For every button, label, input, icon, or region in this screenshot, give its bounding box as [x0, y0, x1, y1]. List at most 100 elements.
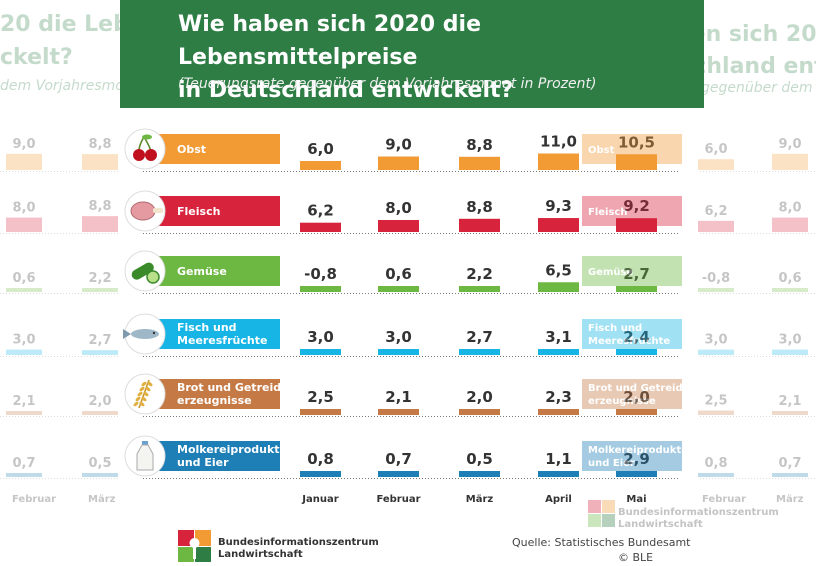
- category-label-box: [148, 319, 280, 349]
- ble-logo-line2: Landwirtschaft: [218, 549, 303, 560]
- ghost-panel-right: 6,0 9,0 6,2 8,0 -0,8 0,6 3,0 3,0 2,5 2,1 0,8 0,7 Feb…: [698, 137, 816, 505]
- ghost-left-value: 0,7: [12, 456, 35, 471]
- bar: [459, 409, 500, 415]
- ghost-left-bar: [6, 473, 42, 477]
- fish-eye: [152, 331, 156, 335]
- month-label: April: [545, 494, 572, 505]
- ghost-ble-logo-icon: [588, 500, 615, 527]
- bar: [300, 161, 341, 170]
- bar-value-label: 2,0: [466, 388, 493, 406]
- bar: [300, 222, 341, 232]
- category-label: und Eier: [177, 456, 229, 469]
- ghost-overlay-label: Molkereiprodukte: [588, 445, 688, 456]
- ble-logo-text: Bundesinformationszentrum Landwirtschaft: [218, 537, 379, 561]
- fish-icon: [123, 329, 159, 339]
- bar-value-label: 8,8: [466, 136, 493, 154]
- month-label: März: [466, 494, 494, 505]
- milk-bottle: [136, 444, 154, 471]
- ghost-left-bar: [6, 217, 42, 232]
- ghost-left-value: 3,0: [12, 333, 35, 348]
- ghost-right-bar: [772, 288, 808, 292]
- category-label: Fisch und: [177, 321, 237, 334]
- bar: [300, 349, 341, 355]
- bar: [538, 218, 579, 232]
- month-label: Mai: [626, 494, 646, 505]
- ghost-right-value: -0,8: [702, 271, 730, 286]
- ghost-right-bar: [772, 349, 808, 355]
- ghost-right-bar: [698, 473, 734, 477]
- ghost-overlay-label: Fleisch: [588, 207, 627, 218]
- category-label-box: [148, 134, 280, 164]
- category-row: Obst 6,0 9,0 8,8 11,0 10,5: [124, 128, 680, 172]
- category-label-box: [148, 256, 280, 286]
- bar-value-label: 3,0: [385, 328, 412, 346]
- ghost-right-bar: [698, 220, 734, 232]
- bar-value-label: 2,0: [623, 388, 650, 406]
- ghost-overlay-box: [582, 256, 682, 286]
- ghost-ble-logo-text: Bundesinformationszentrum Landwirtschaft: [618, 507, 779, 531]
- ghost-left-bar: [6, 411, 42, 415]
- ghost-ble-logo-line1: Bundesinformationszentrum: [618, 507, 779, 518]
- ghost-right-bar: [772, 411, 808, 415]
- ghost-left-month-label: Februar: [12, 494, 56, 505]
- wheat-grain: [135, 396, 141, 402]
- ghost-overlay-box: [582, 441, 682, 471]
- bar: [459, 218, 500, 232]
- ghost-overlay-labels: Obst Fleisch Gemüse Fisch und Meeresfrüchte B…: [582, 134, 694, 471]
- bar-value-label: 9,3: [545, 197, 572, 215]
- cherry-fruit: [133, 149, 145, 161]
- wheat-grain: [133, 401, 139, 407]
- wheat-grain: [141, 396, 147, 402]
- ghost-overlay-box: [582, 134, 682, 164]
- milk-bottle-icon: [136, 441, 154, 471]
- ble-logo-icon: [178, 530, 211, 562]
- bar-value-label: -0,8: [304, 265, 337, 283]
- wheat-grain: [139, 386, 145, 392]
- ghost-right-bar: [698, 288, 734, 292]
- category-row: Fleisch 6,2 8,0 8,8 9,3 9,2: [124, 190, 680, 234]
- chart-subtitle: (Teuerungsrate gegenüber dem Vorjahresmo…: [178, 76, 597, 92]
- bar: [378, 220, 419, 232]
- ghost-overlay-label: Gemüse: [588, 267, 633, 278]
- cherry-icon: [133, 134, 157, 161]
- ghost-left-bar: [6, 288, 42, 292]
- bar: [378, 471, 419, 477]
- bar: [459, 471, 500, 477]
- ghost-right-month-label: März: [776, 494, 804, 505]
- ghost-right-bar: [772, 153, 808, 170]
- ghost-subtitle-left: dem Vorjahresmo: [0, 78, 124, 94]
- category-label: Molkereiprodukte: [177, 443, 287, 456]
- ghost-right-bar: [698, 159, 734, 170]
- category-label: Obst: [177, 143, 206, 156]
- ghost-overlay-label: Brot und Getreide-: [588, 383, 694, 394]
- bar: [378, 409, 419, 415]
- chart-title-line2: in Deutschland entwickelt?: [178, 78, 514, 103]
- cherry-fruit: [145, 149, 157, 161]
- bar-value-label: 3,0: [307, 328, 334, 346]
- ghost-left-bar: [82, 288, 118, 292]
- ghost-left-value: 2,1: [12, 394, 35, 409]
- bar: [538, 409, 579, 415]
- ghost-left-value: 8,8: [88, 137, 111, 152]
- bar: [459, 156, 500, 170]
- bar-value-label: 6,2: [307, 202, 334, 220]
- bar-value-label: 1,1: [545, 450, 572, 468]
- bar: [538, 349, 579, 355]
- bar: [616, 471, 657, 477]
- bar-value-label: 8,0: [385, 199, 412, 217]
- meat-bone: [153, 208, 163, 213]
- bar: [616, 286, 657, 292]
- ghost-right-bar: [698, 349, 734, 355]
- bar-value-label: 10,5: [618, 133, 655, 151]
- bar: [538, 282, 579, 292]
- bar-value-label: 2,4: [623, 328, 650, 346]
- category-label: Fleisch: [177, 205, 220, 218]
- month-label: Januar: [301, 494, 338, 505]
- bar-value-label: 11,0: [540, 133, 577, 151]
- bar-value-label: 2,2: [466, 265, 493, 283]
- wheat-grain: [143, 391, 149, 397]
- category-label: erzeugnisse: [177, 394, 252, 407]
- ghost-right-month-label: Februar: [702, 494, 746, 505]
